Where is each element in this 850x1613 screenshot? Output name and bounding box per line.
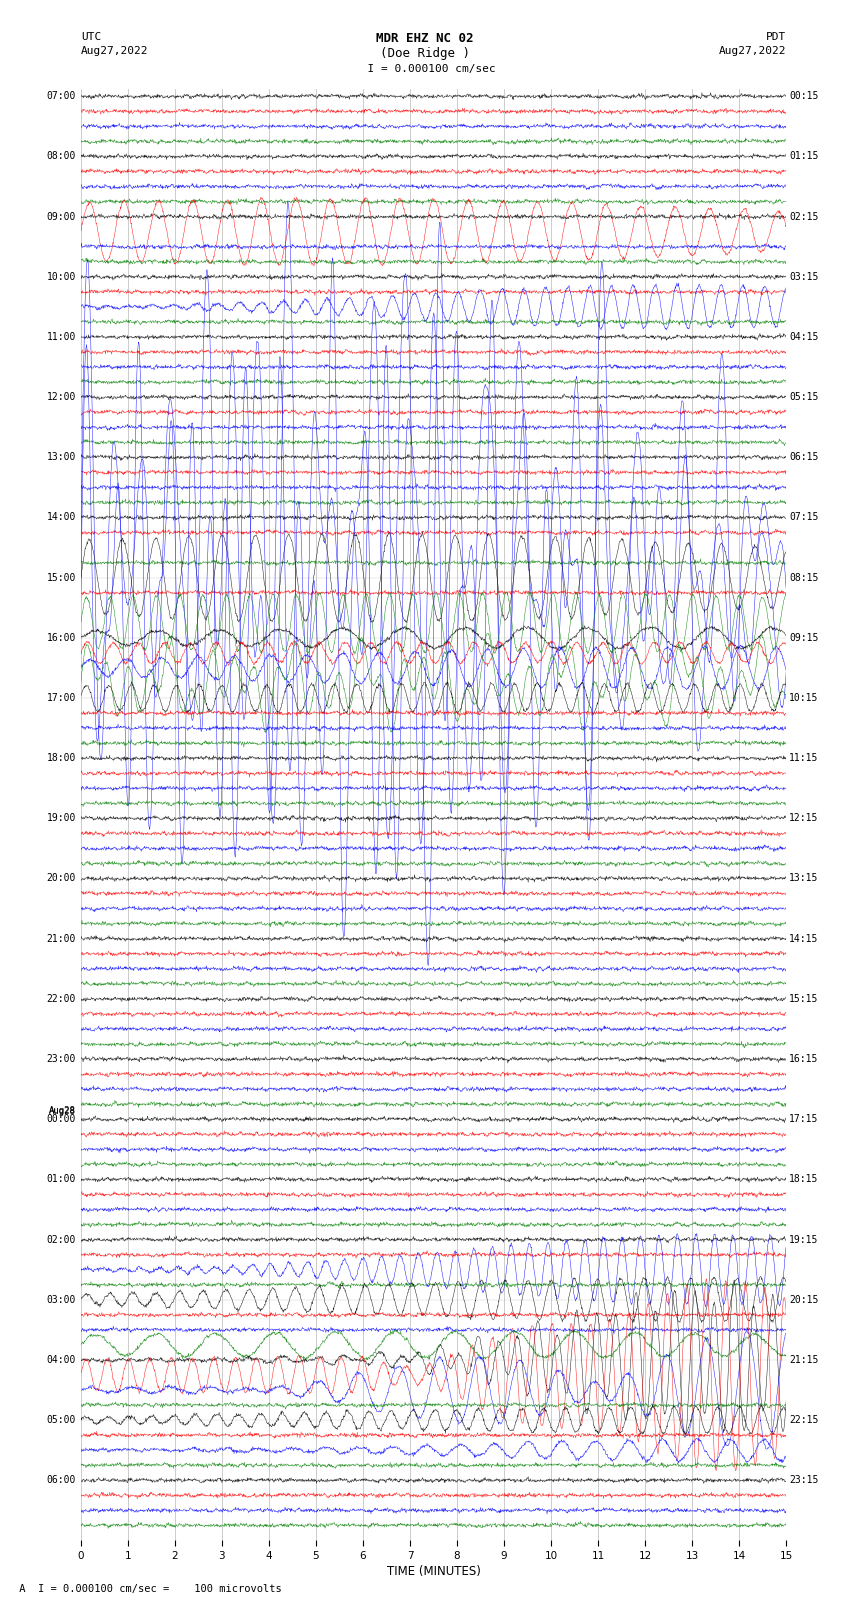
Text: 10:15: 10:15 xyxy=(789,694,819,703)
Text: 15:00: 15:00 xyxy=(47,573,76,582)
Text: 11:00: 11:00 xyxy=(47,332,76,342)
Text: UTC: UTC xyxy=(81,32,101,42)
Text: 17:00: 17:00 xyxy=(47,694,76,703)
Text: 20:15: 20:15 xyxy=(789,1295,819,1305)
Text: 19:15: 19:15 xyxy=(789,1234,819,1245)
Text: 09:15: 09:15 xyxy=(789,632,819,644)
Text: 13:15: 13:15 xyxy=(789,874,819,884)
Text: 23:15: 23:15 xyxy=(789,1476,819,1486)
Text: 08:00: 08:00 xyxy=(47,152,76,161)
Text: I = 0.000100 cm/sec: I = 0.000100 cm/sec xyxy=(354,65,496,74)
Text: 03:15: 03:15 xyxy=(789,271,819,282)
Text: Aug28: Aug28 xyxy=(49,1107,76,1116)
Text: 18:00: 18:00 xyxy=(47,753,76,763)
Text: 04:15: 04:15 xyxy=(789,332,819,342)
Text: 05:15: 05:15 xyxy=(789,392,819,402)
Text: 09:00: 09:00 xyxy=(47,211,76,221)
Text: 04:00: 04:00 xyxy=(47,1355,76,1365)
Text: 06:15: 06:15 xyxy=(789,452,819,463)
Text: 07:15: 07:15 xyxy=(789,513,819,523)
Text: 00:15: 00:15 xyxy=(789,92,819,102)
Text: MDR EHZ NC 02: MDR EHZ NC 02 xyxy=(377,32,473,45)
Text: 03:00: 03:00 xyxy=(47,1295,76,1305)
Text: 05:00: 05:00 xyxy=(47,1415,76,1424)
Text: 14:00: 14:00 xyxy=(47,513,76,523)
Text: 00:00: 00:00 xyxy=(47,1115,76,1124)
Text: 21:00: 21:00 xyxy=(47,934,76,944)
Text: 22:00: 22:00 xyxy=(47,994,76,1003)
Text: 08:15: 08:15 xyxy=(789,573,819,582)
Text: 13:00: 13:00 xyxy=(47,452,76,463)
Text: 02:00: 02:00 xyxy=(47,1234,76,1245)
Text: 18:15: 18:15 xyxy=(789,1174,819,1184)
Text: 01:15: 01:15 xyxy=(789,152,819,161)
Text: 19:00: 19:00 xyxy=(47,813,76,823)
Text: 11:15: 11:15 xyxy=(789,753,819,763)
Text: A  I = 0.000100 cm/sec =    100 microvolts: A I = 0.000100 cm/sec = 100 microvolts xyxy=(13,1584,281,1594)
Text: 22:15: 22:15 xyxy=(789,1415,819,1424)
Text: 23:00: 23:00 xyxy=(47,1053,76,1065)
Text: 02:15: 02:15 xyxy=(789,211,819,221)
Text: 21:15: 21:15 xyxy=(789,1355,819,1365)
Text: 16:15: 16:15 xyxy=(789,1053,819,1065)
Text: 14:15: 14:15 xyxy=(789,934,819,944)
Text: 10:00: 10:00 xyxy=(47,271,76,282)
Text: 16:00: 16:00 xyxy=(47,632,76,644)
Text: 06:00: 06:00 xyxy=(47,1476,76,1486)
Text: 01:00: 01:00 xyxy=(47,1174,76,1184)
Text: (Doe Ridge ): (Doe Ridge ) xyxy=(380,47,470,60)
Text: 15:15: 15:15 xyxy=(789,994,819,1003)
Text: 12:15: 12:15 xyxy=(789,813,819,823)
Text: 20:00: 20:00 xyxy=(47,874,76,884)
Text: 17:15: 17:15 xyxy=(789,1115,819,1124)
Text: 07:00: 07:00 xyxy=(47,92,76,102)
Text: Aug27,2022: Aug27,2022 xyxy=(719,47,786,56)
Text: Aug28: Aug28 xyxy=(49,1105,76,1115)
Text: 12:00: 12:00 xyxy=(47,392,76,402)
Text: PDT: PDT xyxy=(766,32,786,42)
Text: Aug27,2022: Aug27,2022 xyxy=(81,47,148,56)
X-axis label: TIME (MINUTES): TIME (MINUTES) xyxy=(387,1565,480,1578)
